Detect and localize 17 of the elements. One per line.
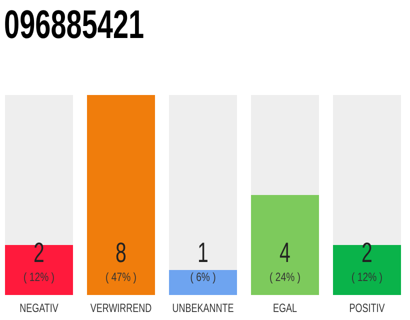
annotation: ( 12% ) [24,271,54,284]
x-tick-label: EGAL [273,302,298,316]
x-tick-label: POSITIV [349,302,386,316]
data-label: 1 [198,238,208,269]
x-tick-label: NEGATIV [20,302,60,316]
annotation: ( 47% ) [106,271,136,284]
data-label: 2 [362,238,372,269]
x-tick-label: UNBEKANNTE [172,302,234,316]
annotation: ( 24% ) [270,271,300,284]
annotation: ( 6% ) [190,271,216,284]
data-label: 4 [280,238,290,269]
annotation: ( 12% ) [352,271,382,284]
bar [169,270,237,295]
data-label: 8 [116,238,126,269]
x-tick-label: VERWIRREND [90,302,152,316]
data-label: 2 [34,238,44,269]
chart-title: 096885421 [4,3,144,48]
